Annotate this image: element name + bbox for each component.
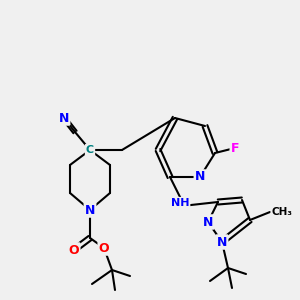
Text: N: N: [59, 112, 69, 124]
Text: NH: NH: [171, 198, 189, 208]
Text: C: C: [86, 145, 94, 155]
Text: N: N: [85, 203, 95, 217]
Text: N: N: [217, 236, 227, 248]
Text: F: F: [231, 142, 239, 154]
Text: N: N: [195, 170, 205, 184]
Text: CH₃: CH₃: [271, 207, 292, 217]
Text: O: O: [99, 242, 109, 254]
Text: O: O: [69, 244, 79, 256]
Text: N: N: [203, 215, 213, 229]
